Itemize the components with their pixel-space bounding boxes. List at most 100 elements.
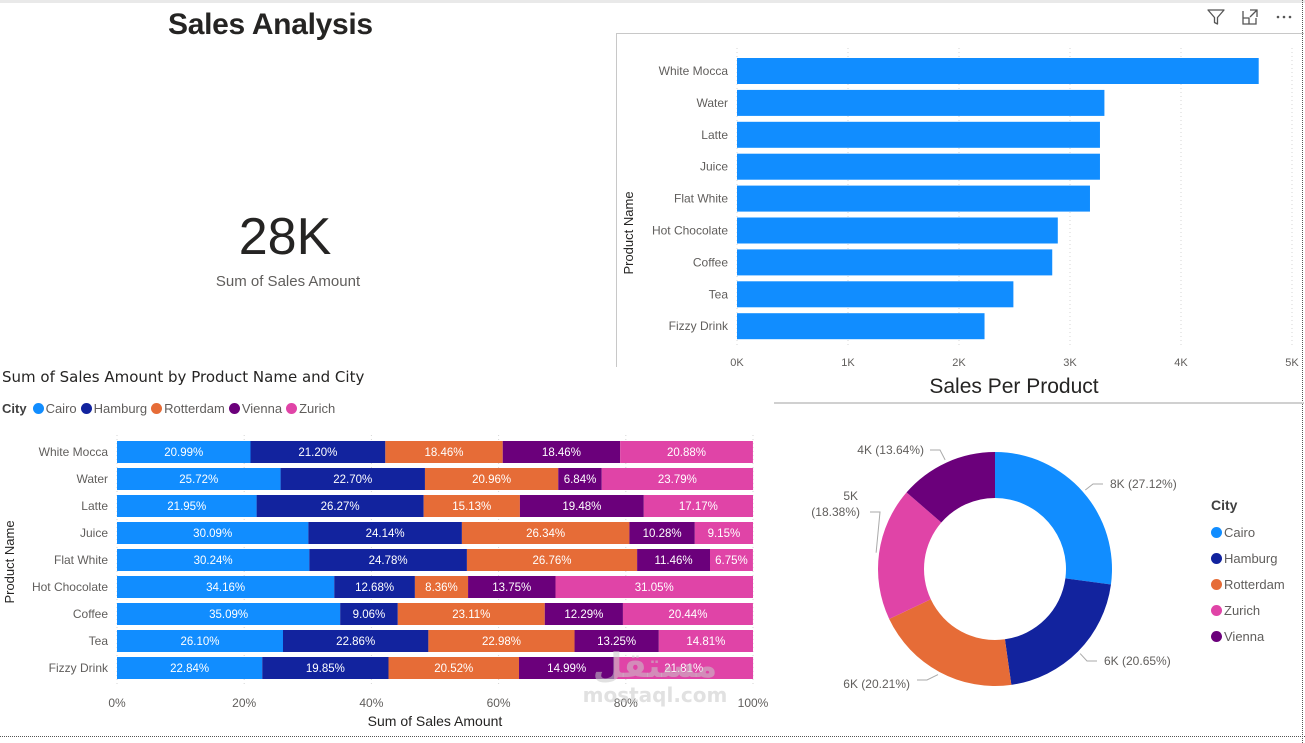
stack-segment-hamburg[interactable] bbox=[308, 522, 462, 544]
stack-segment-rotterdam[interactable] bbox=[414, 576, 469, 598]
legend-dot-icon bbox=[32, 403, 44, 414]
bar-white-mocca[interactable] bbox=[737, 58, 1259, 84]
bar-hot-chocolate[interactable] bbox=[737, 217, 1058, 244]
focus-mode-icon[interactable] bbox=[1239, 6, 1261, 28]
legend-item-rotterdam[interactable]: Rotterdam bbox=[151, 401, 225, 416]
bar-category-label: Latte bbox=[701, 128, 728, 142]
legend-title: City bbox=[2, 401, 27, 416]
stack-data-label: 10.28% bbox=[643, 528, 682, 540]
stack-segment-rotterdam[interactable] bbox=[466, 549, 638, 571]
stack-segment-zurich[interactable] bbox=[614, 657, 754, 679]
legend-item-hamburg[interactable]: Hamburg bbox=[80, 401, 147, 416]
donut-legend-item-cairo[interactable]: Cairo bbox=[1211, 519, 1285, 545]
stack-data-label: 9.06% bbox=[353, 609, 386, 621]
bar-fizzy-drink[interactable] bbox=[737, 313, 985, 340]
kpi-value: 28K bbox=[238, 208, 332, 266]
donut-slice-rotterdam[interactable] bbox=[889, 599, 1012, 686]
stack-segment-zurich[interactable] bbox=[555, 576, 753, 598]
stack-segment-vienna[interactable] bbox=[544, 603, 623, 625]
stack-data-label: 31.05% bbox=[635, 582, 674, 594]
stack-segment-vienna[interactable] bbox=[468, 576, 556, 598]
stack-segment-cairo[interactable] bbox=[117, 468, 281, 490]
legend-item-zurich[interactable]: Zurich bbox=[286, 401, 335, 416]
stack-segment-vienna[interactable] bbox=[558, 468, 602, 490]
stack-segment-cairo[interactable] bbox=[117, 441, 251, 463]
stack-segment-rotterdam[interactable] bbox=[423, 495, 520, 517]
legend-label: Zurich bbox=[299, 401, 336, 416]
stack-data-label: 17.17% bbox=[679, 501, 718, 513]
stack-data-label: 18.46% bbox=[425, 447, 464, 459]
stack-segment-hamburg[interactable] bbox=[262, 657, 389, 679]
stack-segment-vienna[interactable] bbox=[502, 441, 621, 463]
stack-segment-vienna[interactable] bbox=[574, 630, 659, 652]
stack-segment-rotterdam[interactable] bbox=[428, 630, 575, 652]
donut-legend-item-rotterdam[interactable]: Rotterdam bbox=[1211, 571, 1285, 597]
donut-legend-item-zurich[interactable]: Zurich bbox=[1211, 597, 1285, 623]
stack-segment-vienna[interactable] bbox=[637, 549, 711, 571]
bar-water[interactable] bbox=[737, 89, 1105, 116]
stack-data-label: 20.96% bbox=[472, 474, 511, 486]
donut-legend-item-vienna[interactable]: Vienna bbox=[1211, 623, 1285, 649]
stack-segment-cairo[interactable] bbox=[117, 522, 309, 544]
stack-segment-hamburg[interactable] bbox=[309, 549, 467, 571]
stack-data-label: 11.46% bbox=[654, 555, 692, 567]
stack-segment-hamburg[interactable] bbox=[282, 630, 429, 652]
stack-segment-zurich[interactable] bbox=[710, 549, 753, 571]
bar-tea[interactable] bbox=[737, 281, 1014, 308]
stack-segment-zurich[interactable] bbox=[658, 630, 753, 652]
stack-segment-rotterdam[interactable] bbox=[397, 603, 545, 625]
stack-segment-rotterdam[interactable] bbox=[461, 522, 630, 544]
stack-segment-vienna[interactable] bbox=[629, 522, 695, 544]
stack-segment-hamburg[interactable] bbox=[280, 468, 425, 490]
stacked-chart-x-axis-title: Sum of Sales Amount bbox=[368, 713, 503, 729]
filter-icon[interactable] bbox=[1205, 6, 1227, 28]
sales-per-product-chart[interactable]: White Mocca Water Latte Juice Flat White Hot … bbox=[617, 34, 1302, 404]
stack-segment-zurich[interactable] bbox=[622, 603, 753, 625]
stack-data-label: 21.20% bbox=[298, 447, 337, 459]
stack-data-label: 18.46% bbox=[542, 447, 581, 459]
stack-segment-zurich[interactable] bbox=[620, 441, 753, 463]
stack-segment-cairo[interactable] bbox=[117, 630, 283, 652]
canvas-top-edge bbox=[0, 0, 1305, 3]
donut-slice-vienna[interactable] bbox=[906, 452, 995, 523]
legend-item-cairo[interactable]: Cairo bbox=[32, 401, 77, 416]
stack-data-label: 20.88% bbox=[667, 447, 706, 459]
bar-chart-x-axis-title: Sales Per Product bbox=[929, 375, 1098, 398]
stack-segment-vienna[interactable] bbox=[519, 495, 644, 517]
legend-item-vienna[interactable]: Vienna bbox=[228, 401, 282, 416]
bar-juice[interactable] bbox=[737, 153, 1100, 180]
donut-legend-item-hamburg[interactable]: Hamburg bbox=[1211, 545, 1285, 571]
stack-segment-cairo[interactable] bbox=[117, 657, 263, 679]
stack-segment-rotterdam[interactable] bbox=[424, 468, 559, 490]
donut-leader-line bbox=[1085, 483, 1103, 491]
stack-segment-hamburg[interactable] bbox=[334, 576, 415, 598]
legend-label: Hamburg bbox=[1224, 550, 1278, 566]
more-options-icon[interactable] bbox=[1273, 6, 1295, 28]
stack-segment-cairo[interactable] bbox=[117, 495, 257, 517]
stack-segment-cairo[interactable] bbox=[117, 549, 310, 571]
stack-segment-cairo[interactable] bbox=[117, 576, 335, 598]
donut-slice-hamburg[interactable] bbox=[1004, 578, 1111, 685]
stack-segment-hamburg[interactable] bbox=[250, 441, 386, 463]
stack-category-label: Coffee bbox=[73, 607, 108, 621]
stack-segment-rotterdam[interactable] bbox=[388, 657, 520, 679]
stack-segment-hamburg[interactable] bbox=[256, 495, 424, 517]
stack-segment-zurich[interactable] bbox=[601, 468, 754, 490]
stack-segment-cairo[interactable] bbox=[117, 603, 341, 625]
donut-slice-zurich[interactable] bbox=[878, 492, 942, 619]
sales-by-product-and-city-chart[interactable]: 20.99% 21.20% 18.46% 18.46% 20.88% 25.72% 22.7… bbox=[0, 425, 775, 737]
donut-slice-cairo[interactable] bbox=[995, 452, 1112, 585]
bar-flat-white[interactable] bbox=[737, 185, 1090, 212]
bar-latte[interactable] bbox=[737, 121, 1100, 148]
sales-by-city-donut-chart[interactable]: 8K (27.12%) 6K (20.65%) 6K (20.21%) 5K (18.3… bbox=[800, 420, 1205, 720]
stack-segment-hamburg[interactable] bbox=[340, 603, 398, 625]
stack-data-label: 9.15% bbox=[708, 528, 741, 540]
stack-segment-zurich[interactable] bbox=[694, 522, 753, 544]
stack-segment-rotterdam[interactable] bbox=[385, 441, 503, 463]
donut-data-label: 5K bbox=[843, 489, 858, 503]
stack-segment-zurich[interactable] bbox=[643, 495, 753, 517]
bar-coffee[interactable] bbox=[737, 249, 1053, 276]
stack-data-label: 8.36% bbox=[425, 582, 458, 594]
stack-data-label: 14.81% bbox=[686, 636, 725, 648]
stack-segment-vienna[interactable] bbox=[519, 657, 615, 679]
